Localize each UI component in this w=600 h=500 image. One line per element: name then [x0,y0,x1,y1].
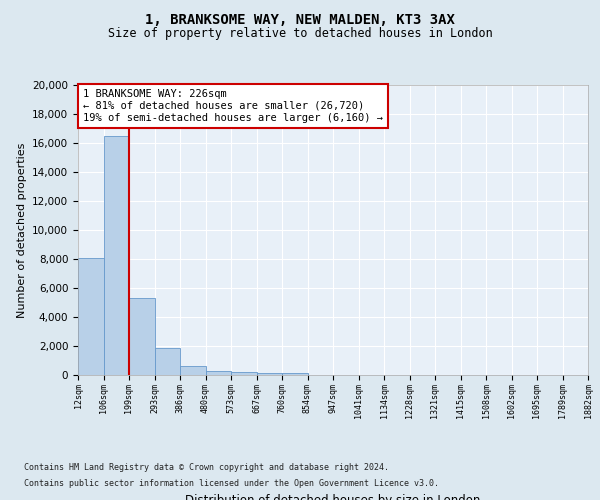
Bar [78,258,104,375]
Y-axis label: Number of detached properties: Number of detached properties [17,142,26,318]
Bar [205,370,231,375]
Bar [104,136,129,375]
Text: Contains public sector information licensed under the Open Government Licence v3: Contains public sector information licen… [24,478,439,488]
Bar [231,372,257,375]
Bar [257,372,282,375]
Bar [180,366,205,375]
Text: 1, BRANKSOME WAY, NEW MALDEN, KT3 3AX: 1, BRANKSOME WAY, NEW MALDEN, KT3 3AX [145,12,455,26]
Bar [129,298,155,375]
Text: Size of property relative to detached houses in London: Size of property relative to detached ho… [107,28,493,40]
Bar [155,348,180,375]
Text: 1 BRANKSOME WAY: 226sqm
← 81% of detached houses are smaller (26,720)
19% of sem: 1 BRANKSOME WAY: 226sqm ← 81% of detache… [83,90,383,122]
Text: Contains HM Land Registry data © Crown copyright and database right 2024.: Contains HM Land Registry data © Crown c… [24,464,389,472]
Bar [282,373,308,375]
X-axis label: Distribution of detached houses by size in London: Distribution of detached houses by size … [185,494,481,500]
